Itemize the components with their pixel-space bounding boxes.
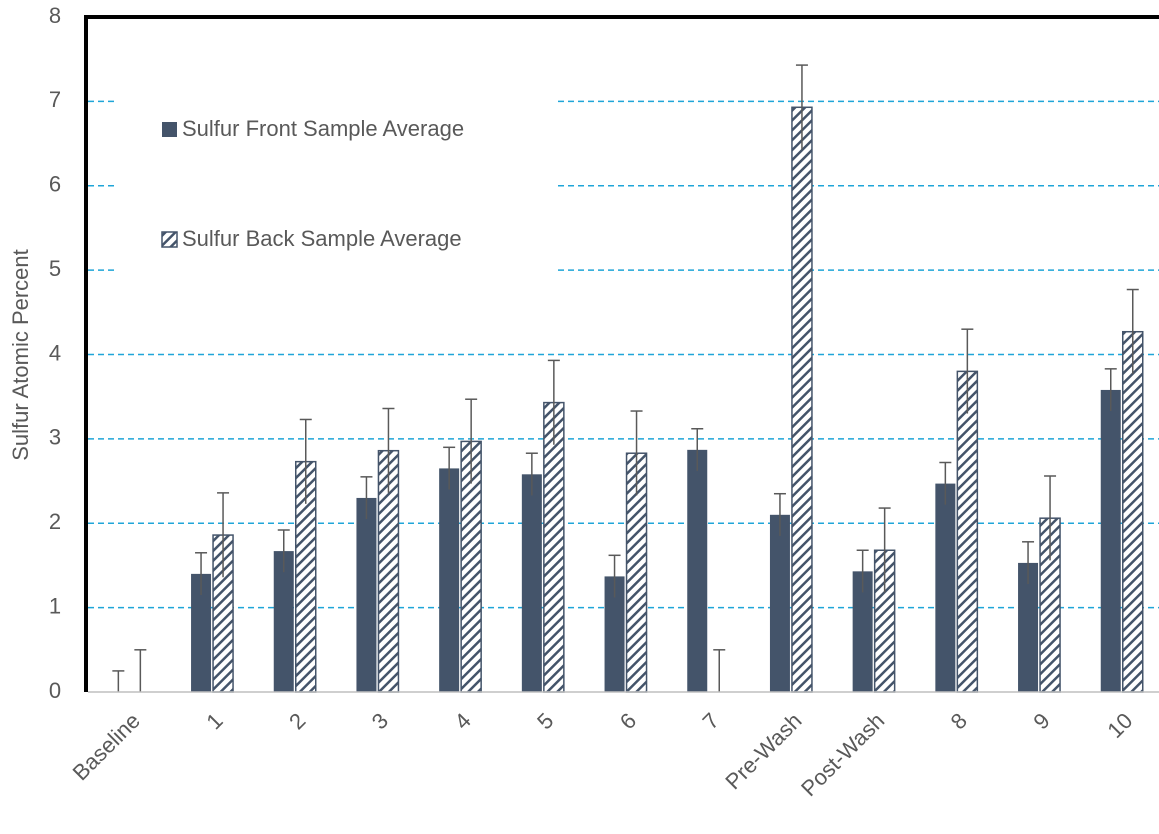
bar (852, 571, 873, 692)
bar (687, 449, 708, 692)
y-tick-label: 6 (49, 172, 61, 197)
x-tick-label: 10 (1102, 708, 1137, 743)
x-tick-label: 4 (449, 708, 475, 734)
bar (604, 576, 625, 692)
x-tick-label: 7 (698, 708, 724, 734)
error-bar (443, 446, 456, 490)
x-tick-label: 1 (201, 708, 227, 734)
bar (935, 483, 956, 692)
x-tick-label: 8 (946, 708, 972, 734)
bar (191, 573, 212, 692)
error-bar (547, 359, 560, 445)
error-bar (939, 461, 952, 505)
legend-swatch (161, 231, 178, 248)
y-tick-label: 4 (49, 340, 61, 365)
error-bar (773, 492, 786, 536)
bar (521, 474, 542, 692)
error-bar (1044, 475, 1057, 561)
y-tick-label: 1 (49, 593, 61, 618)
bar (356, 497, 377, 692)
x-tick-label: 5 (532, 708, 558, 734)
error-bar (878, 507, 891, 593)
error-bar (1126, 288, 1139, 374)
error-bar (195, 552, 208, 595)
x-tick-label: Pre-Wash (720, 708, 806, 794)
error-bar (217, 492, 230, 578)
error-bar (961, 328, 974, 414)
error-bar (713, 649, 726, 692)
legend-label: Sulfur Back Sample Average (182, 226, 462, 251)
x-tick-label: 6 (615, 708, 641, 734)
x-tick-label: Baseline (68, 708, 145, 785)
legend-label: Sulfur Front Sample Average (182, 116, 464, 141)
bar (1018, 562, 1039, 692)
error-bar (630, 410, 643, 496)
error-bar (856, 549, 869, 593)
bar (791, 106, 813, 693)
bar (543, 401, 565, 693)
error-bar (691, 428, 704, 471)
error-bar (465, 398, 478, 484)
x-tick-label: 3 (367, 708, 393, 734)
y-tick-label: 7 (49, 87, 61, 112)
x-tick-label: 9 (1028, 708, 1054, 734)
error-bar (795, 64, 808, 150)
y-tick-label: 8 (49, 3, 61, 28)
error-bar (134, 649, 147, 692)
error-bar (277, 529, 290, 573)
bar (769, 514, 790, 692)
error-bar (1022, 541, 1035, 584)
legend-swatch (162, 122, 177, 137)
error-bar (112, 670, 125, 692)
error-bar (608, 554, 621, 598)
bar (439, 468, 460, 692)
y-tick-label: 0 (49, 678, 61, 703)
bar (1100, 389, 1121, 692)
y-tick-label: 2 (49, 509, 61, 534)
error-bar (382, 407, 395, 493)
y-tick-label: 3 (49, 425, 61, 450)
bar (956, 370, 979, 693)
legend-box (118, 60, 555, 300)
error-bar (360, 476, 373, 520)
y-tick-label: 5 (49, 256, 61, 281)
bar (1122, 330, 1144, 693)
x-tick-label: 2 (284, 708, 310, 734)
x-tick-label: Post-Wash (796, 708, 889, 801)
error-bar (525, 452, 538, 496)
bar (273, 551, 294, 692)
y-axis-label: Sulfur Atomic Percent (8, 249, 33, 461)
error-bar (1104, 368, 1117, 412)
error-bar (299, 418, 312, 504)
